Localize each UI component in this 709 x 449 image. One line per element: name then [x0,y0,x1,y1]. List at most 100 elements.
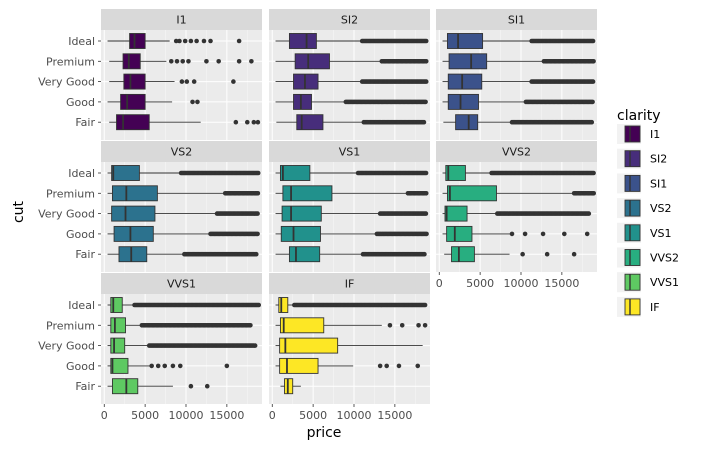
outlier-point [423,170,429,176]
box-very-good [275,337,423,354]
box-iqr [279,165,311,181]
outlier-point [190,99,195,105]
outlier-point [416,323,421,328]
box-iqr [451,246,475,263]
y-tick-label: Very Good [38,208,95,221]
y-tick-label: Premium [46,187,95,200]
box-premium [107,317,253,334]
box-good [275,93,428,110]
box-iqr [446,33,484,49]
outlier-point [224,363,230,369]
outlier-point [255,211,260,216]
outlier-point [589,119,595,125]
facet-panel-vvs2: VVS2 [436,141,597,272]
outlier-point [255,170,261,176]
facet-strip [436,9,597,30]
outlier-point [396,363,402,369]
box-iqr [296,114,324,131]
outlier-point [204,383,210,389]
box-good [442,93,595,110]
facet-panel-si1: SI1 [436,9,597,140]
box-iqr [455,114,479,131]
legend-item-if: IF [617,296,660,317]
outlier-point [168,59,174,64]
box-fair [280,378,301,395]
outlier-point [423,191,429,196]
outlier-point [162,363,168,369]
box-good [107,93,200,110]
box-iqr [445,165,466,181]
outlier-point [522,231,528,237]
facet-panel-vvs1: VVS1 [101,273,262,404]
outlier-point [591,59,596,64]
outlier-point [236,38,242,44]
legend-label: I1 [650,128,660,141]
box-iqr [447,73,483,90]
y-tick-label: Good [66,228,95,241]
x-tick-label: 10000 [168,409,203,422]
x-tick-label: 15000 [544,277,579,290]
y-axis-title: cut [11,200,27,223]
outlier-point [180,59,186,64]
box-fair [444,246,577,263]
outlier-point [149,363,154,369]
legend-label: SI2 [650,153,667,166]
outlier-point [255,231,260,237]
legend-label: IF [650,301,660,314]
box-very-good [109,73,236,90]
outlier-point [194,38,199,44]
outlier-point [384,363,389,369]
legend-item-si2: SI2 [617,148,667,169]
facet-panel-si2: SI2 [269,9,430,140]
box-good [107,357,230,374]
facet-panel-i1: I1 [101,9,262,140]
box-iqr [293,93,312,110]
facet-strip [101,273,262,294]
outlier-point [173,38,179,44]
box-iqr [123,73,146,90]
outlier-point [174,59,180,64]
outlier-point [399,323,405,328]
legend-label: VVS1 [650,276,679,289]
box-ideal [442,165,596,181]
box-premium [275,185,429,202]
y-tick-label: Good [66,360,95,373]
outlier-point [421,119,427,125]
x-tick-label: 5000 [466,277,494,290]
outlier-point [377,363,383,369]
facet-strip [436,141,597,162]
facet-strip-label: VS2 [171,146,193,159]
box-fair [276,114,427,131]
x-tick-label: 0 [269,409,276,422]
outlier-point [584,231,590,237]
y-tick-label: Fair [75,116,95,129]
box-very-good [442,205,592,222]
legend-label: VVS2 [650,252,679,265]
outlier-point [591,170,596,176]
outlier-point [195,99,200,105]
outlier-point [540,231,546,237]
box-iqr [118,246,148,263]
legend-label: VS1 [650,227,672,240]
y-tick-label: Premium [46,319,95,332]
legend-item-i1: I1 [617,124,660,144]
outlier-point [253,251,259,257]
box-ideal [275,297,428,313]
legend-label: VS2 [650,202,672,215]
y-tick-label: Fair [75,248,95,261]
legend-swatch [624,298,641,316]
box-very-good [107,205,260,222]
facet-strip [269,273,430,294]
outlier-point [387,323,393,328]
box-iqr [446,225,473,242]
y-tick-label: Fair [75,380,95,393]
legend-item-vvs1: VVS1 [617,272,679,293]
y-tick-label: Ideal [68,167,95,180]
outlier-point [186,59,191,64]
box-iqr [281,205,322,222]
box-iqr [294,53,330,70]
outlier-point [423,59,429,64]
outlier-point [255,119,261,125]
facet-panel-if: IF [269,273,430,404]
legend-swatch [624,174,641,192]
